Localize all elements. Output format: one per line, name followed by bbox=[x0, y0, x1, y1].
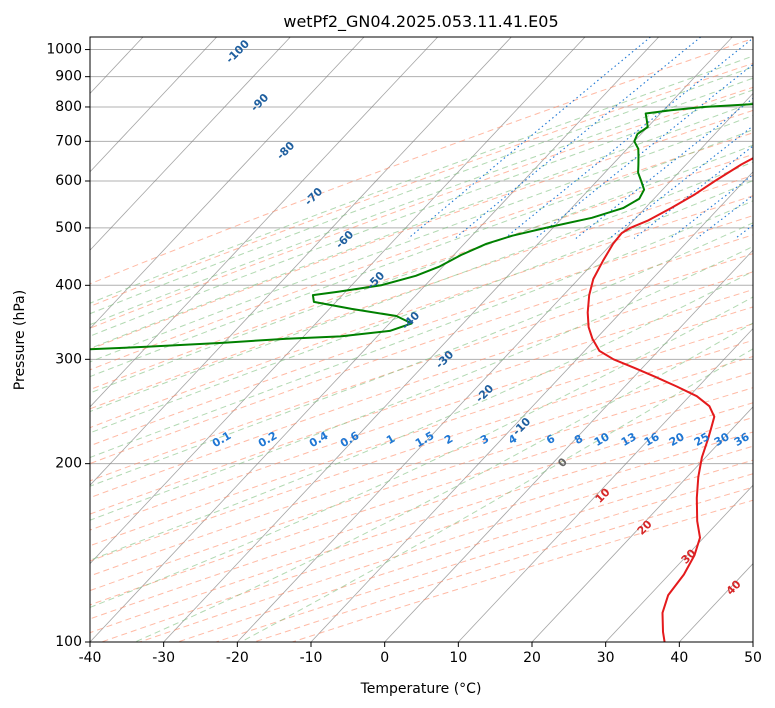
moist-adiabat-line bbox=[90, 66, 753, 315]
isotherm-line bbox=[90, 37, 217, 173]
x-tick-label: -20 bbox=[226, 650, 249, 666]
isotherm-line bbox=[90, 37, 438, 408]
moist-adiabat-line bbox=[90, 161, 753, 413]
moist-adiabat-line bbox=[90, 144, 753, 394]
isotherm-line bbox=[90, 37, 586, 565]
plot-frame bbox=[89, 36, 754, 643]
mixing-ratio-line bbox=[764, 37, 775, 238]
isotherm-line bbox=[90, 37, 291, 251]
moist-adiabat-line bbox=[90, 114, 753, 363]
isotherm-line bbox=[90, 37, 512, 486]
dry-adiabat-line bbox=[90, 132, 753, 371]
isotherm-line bbox=[531, 406, 753, 642]
isotherm-line bbox=[752, 641, 753, 642]
isotherm-line bbox=[384, 249, 753, 642]
dry-adiabat-line bbox=[90, 371, 753, 592]
x-tick-label: 10 bbox=[449, 650, 467, 666]
mixing-ratio-line bbox=[609, 125, 753, 239]
x-tick-label: 40 bbox=[670, 650, 688, 666]
y-tick-label: 200 bbox=[55, 456, 82, 472]
moist-adiabat-line bbox=[90, 222, 753, 487]
dry-adiabat-line bbox=[90, 109, 753, 350]
dry-adiabat-line bbox=[90, 306, 753, 531]
dry-adiabat-line bbox=[90, 323, 753, 547]
moist-adiabat-line bbox=[90, 89, 753, 337]
temperature-profile-line bbox=[586, 157, 753, 642]
chart-title: wetPf2_GN04.2025.053.11.41.E05 bbox=[283, 12, 558, 32]
x-tick-label: 50 bbox=[744, 650, 762, 666]
mixing-ratio-line bbox=[535, 63, 753, 239]
x-tick-label: 0 bbox=[380, 650, 389, 666]
x-tick-label: 20 bbox=[523, 650, 541, 666]
x-tick-label: -40 bbox=[79, 650, 102, 666]
isotherm-line bbox=[237, 92, 753, 642]
moist-adiabat-line bbox=[90, 245, 753, 521]
y-tick-label: 300 bbox=[55, 351, 82, 367]
isotherm-line bbox=[90, 37, 365, 330]
dry-adiabat-line bbox=[90, 86, 753, 329]
y-tick-label: 700 bbox=[55, 133, 82, 149]
y-tick-label: 400 bbox=[55, 277, 82, 293]
isotherm-line bbox=[605, 484, 753, 642]
dry-adiabat-line bbox=[90, 153, 753, 391]
plot-area bbox=[90, 37, 753, 642]
y-tick-label: 800 bbox=[55, 99, 82, 115]
x-tick-label: -10 bbox=[300, 650, 323, 666]
y-tick-label: 900 bbox=[55, 69, 82, 85]
dewpoint-profile-line bbox=[90, 103, 753, 351]
dry-adiabat-line bbox=[90, 174, 753, 410]
x-tick-label: -30 bbox=[152, 650, 175, 666]
moist-adiabat-line bbox=[90, 200, 753, 459]
moist-adiabat-line bbox=[90, 77, 753, 326]
y-tick-label: 500 bbox=[55, 220, 82, 236]
moist-adiabat-line bbox=[90, 296, 753, 608]
isotherm-line bbox=[90, 37, 659, 642]
isotherm-line bbox=[163, 37, 733, 642]
moist-adiabat-line bbox=[134, 322, 753, 642]
moist-adiabat-line bbox=[90, 180, 753, 434]
x-axis-title: Temperature (°C) bbox=[360, 681, 482, 697]
y-tick-label: 600 bbox=[55, 173, 82, 189]
dry-adiabat-line bbox=[90, 234, 753, 465]
y-tick-label: 1000 bbox=[46, 42, 82, 58]
y-axis-title: Pressure (hPa) bbox=[12, 290, 28, 390]
y-tick-label: 100 bbox=[55, 634, 82, 650]
isotherm-line bbox=[0, 37, 69, 642]
isotherm-line bbox=[458, 327, 753, 642]
dry-adiabat-line bbox=[90, 215, 753, 447]
dry-adiabat-line bbox=[90, 271, 753, 499]
x-tick-label: 30 bbox=[597, 650, 615, 666]
dry-adiabat-line bbox=[90, 62, 753, 307]
